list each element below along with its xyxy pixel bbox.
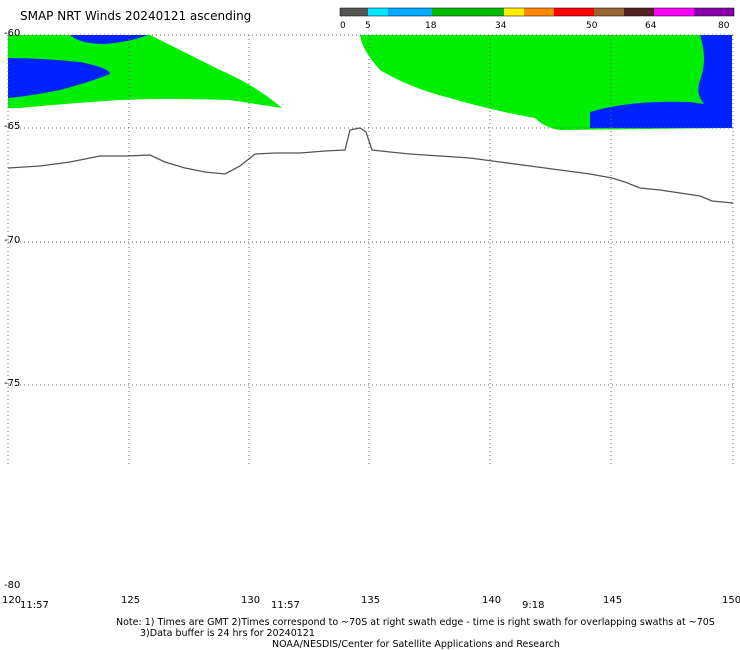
colorbar-label-64: 64 <box>645 21 657 31</box>
lon-label-145: 145 <box>603 595 623 606</box>
colorbar <box>339 7 735 17</box>
colorbar-label-34: 34 <box>495 21 507 31</box>
note-line-2: 3)Data buffer is 24 hrs for 20240121 <box>140 628 315 639</box>
colorbar-label-0: 0 <box>340 21 346 31</box>
lon-label-120: 120 <box>2 595 22 606</box>
lat-label-60: -60 <box>4 28 21 39</box>
lon-label-130: 130 <box>241 595 261 606</box>
time-label-1: 11:57 <box>20 600 49 611</box>
lat-label-75: -75 <box>4 378 21 389</box>
colorbar-label-18: 18 <box>425 21 437 31</box>
time-label-3: 9:18 <box>522 600 545 611</box>
lon-label-125: 125 <box>121 595 141 606</box>
lon-label-150: 150 <box>722 595 740 606</box>
note-line-1: Note: 1) Times are GMT 2)Times correspon… <box>116 617 715 628</box>
lat-label-80: -80 <box>4 580 21 591</box>
map-title: SMAP NRT Winds 20240121 ascending <box>20 9 252 23</box>
map-grid <box>7 34 734 465</box>
wind-swath-right <box>360 35 732 130</box>
lat-label-65: -65 <box>4 121 21 132</box>
colorbar-label-50: 50 <box>586 21 598 31</box>
coastline <box>7 127 734 204</box>
colorbar-label-80: 80 <box>718 21 730 31</box>
colorbar-label-5: 5 <box>365 21 371 31</box>
lat-label-70: -70 <box>4 235 21 246</box>
wind-swath-left <box>8 35 282 108</box>
lon-label-135: 135 <box>361 595 381 606</box>
lon-label-140: 140 <box>482 595 502 606</box>
time-label-2: 11:57 <box>271 600 300 611</box>
note-line-3: NOAA/NESDIS/Center for Satellite Applica… <box>272 639 560 650</box>
